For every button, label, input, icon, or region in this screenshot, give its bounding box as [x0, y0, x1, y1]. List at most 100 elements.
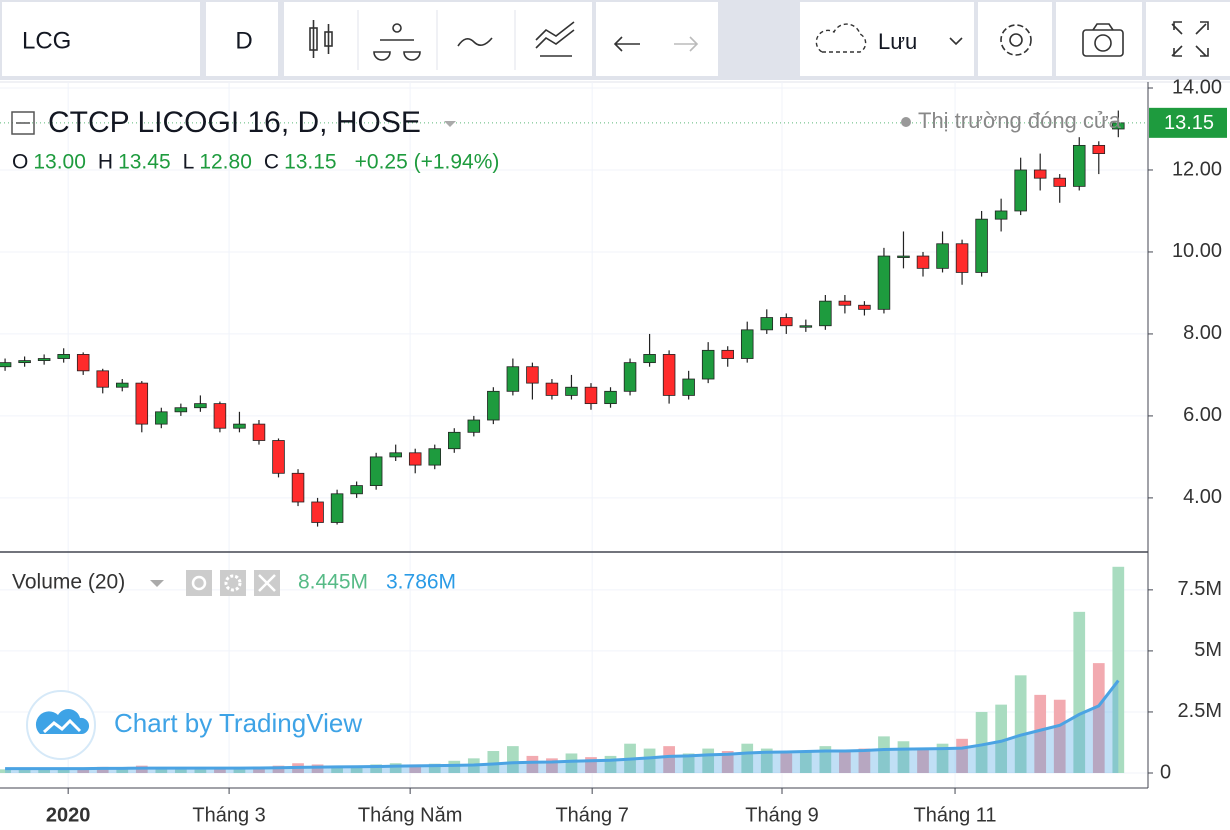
market-status: Thị trường đóng cửa: [918, 108, 1122, 133]
volume-bar: [585, 757, 597, 773]
candle-body: [96, 370, 109, 388]
x-tick-label: Tháng 7: [555, 804, 628, 826]
x-tick-label: 2020: [46, 804, 91, 826]
candle-body: [799, 325, 813, 328]
volume-pane: [0, 566, 1125, 773]
change-label: +0.25 (+1.94%): [355, 151, 500, 174]
interval-button[interactable]: [206, 2, 278, 76]
ohlc-value: 13.15: [284, 151, 337, 174]
chart-tools: [284, 2, 592, 76]
save-menu-arrow[interactable]: [949, 37, 963, 46]
candle-body: [662, 354, 676, 396]
undo-icon[interactable]: [613, 36, 640, 52]
volume-ma-value: 3.786M: [386, 571, 456, 594]
volume-bar: [1092, 663, 1105, 773]
last-price-tag: [1149, 107, 1227, 138]
ohlc-key: L: [183, 151, 195, 174]
line-icon[interactable]: [457, 37, 493, 47]
candle-body: [428, 448, 442, 466]
save-button[interactable]: [800, 2, 974, 76]
x-tick-label: Tháng Năm: [358, 804, 463, 826]
settings-button[interactable]: [978, 2, 1052, 76]
volume-bar: [663, 746, 675, 773]
volume-bar: [57, 768, 70, 773]
ohlc-value: 12.80: [199, 151, 252, 174]
candle-body: [272, 440, 285, 474]
indicators-icon[interactable]: [373, 23, 421, 61]
candle-body: [311, 501, 324, 523]
candle-body: [487, 390, 500, 421]
y-tick-label: 4.00: [1183, 486, 1222, 508]
candle-body: [1072, 144, 1086, 187]
volume-bar: [233, 768, 246, 773]
candle-body: [858, 304, 871, 310]
volume-bar: [174, 769, 187, 773]
last-price-label: 13.15: [1164, 112, 1214, 134]
x-tick-label: Tháng 9: [745, 804, 818, 826]
volume-bar: [77, 769, 90, 773]
candle-body: [1053, 177, 1066, 187]
candle-body: [565, 386, 578, 396]
candle-body: [936, 243, 949, 269]
volume-bar: [682, 753, 695, 773]
volume-bar: [96, 766, 109, 773]
candle-body: [37, 358, 51, 361]
price-pane: [0, 110, 1148, 527]
candle-body: [76, 354, 90, 372]
volume-bar: [1112, 566, 1125, 773]
volume-bar: [839, 751, 851, 773]
candle-body: [584, 386, 598, 405]
ohlc-key: C: [264, 151, 279, 174]
volume-bar: [897, 741, 910, 773]
volume-bar: [370, 764, 383, 773]
snapshot-button[interactable]: [1056, 2, 1142, 76]
candle-body: [701, 349, 715, 380]
title-menu-arrow[interactable]: [444, 121, 456, 127]
candle-body: [330, 493, 344, 523]
compare-icon[interactable]: [535, 21, 575, 57]
volume-bar: [272, 765, 285, 773]
volume-bar: [858, 748, 871, 773]
symbol: LCG: [22, 27, 71, 54]
candle-body: [604, 390, 617, 405]
volume-bar: [546, 758, 558, 773]
candle-body: [233, 423, 246, 429]
settings-button[interactable]: [220, 570, 246, 596]
ohlc-legend: O 13.00 H 13.45 L 12.80 C 13.15: [12, 151, 337, 174]
volume-bar: [507, 746, 519, 773]
candle-body: [916, 255, 930, 269]
candle-body: [545, 382, 559, 396]
save-label[interactable]: Lưu: [878, 29, 917, 54]
candle-body: [994, 210, 1008, 220]
candle-body: [0, 362, 12, 368]
volume-bar: [350, 766, 363, 773]
volume-menu-arrow[interactable]: [150, 580, 164, 587]
fullscreen-button[interactable]: [1146, 2, 1230, 76]
candle-body: [897, 255, 910, 258]
redo-icon[interactable]: [674, 36, 699, 52]
symbol-button[interactable]: [2, 2, 200, 76]
volume-value: 8.445M: [298, 571, 368, 594]
volume-bar: [878, 736, 890, 773]
volume-bar: [18, 770, 31, 773]
candle-body: [506, 366, 520, 392]
volume-ma-line: [5, 679, 1120, 771]
volume-bar: [760, 748, 773, 773]
collapse-icon[interactable]: [11, 111, 35, 135]
candle-icon[interactable]: [309, 20, 333, 58]
volume-bar: [0, 769, 11, 773]
candle-body: [643, 354, 656, 364]
candle-body: [369, 456, 383, 486]
volume-bar: [604, 755, 617, 773]
watermark[interactable]: Chart by TradingView: [114, 708, 362, 738]
candle-body: [174, 407, 188, 413]
interval: D: [235, 27, 252, 54]
candle-body: [291, 472, 305, 503]
volume-bar: [1034, 694, 1047, 773]
candle-body: [780, 317, 793, 327]
y-tick-label: 14.00: [1172, 76, 1222, 98]
undo-redo: [596, 2, 718, 76]
eye-button[interactable]: [186, 570, 212, 596]
volume-bar: [38, 768, 50, 773]
candle-body: [526, 366, 539, 384]
